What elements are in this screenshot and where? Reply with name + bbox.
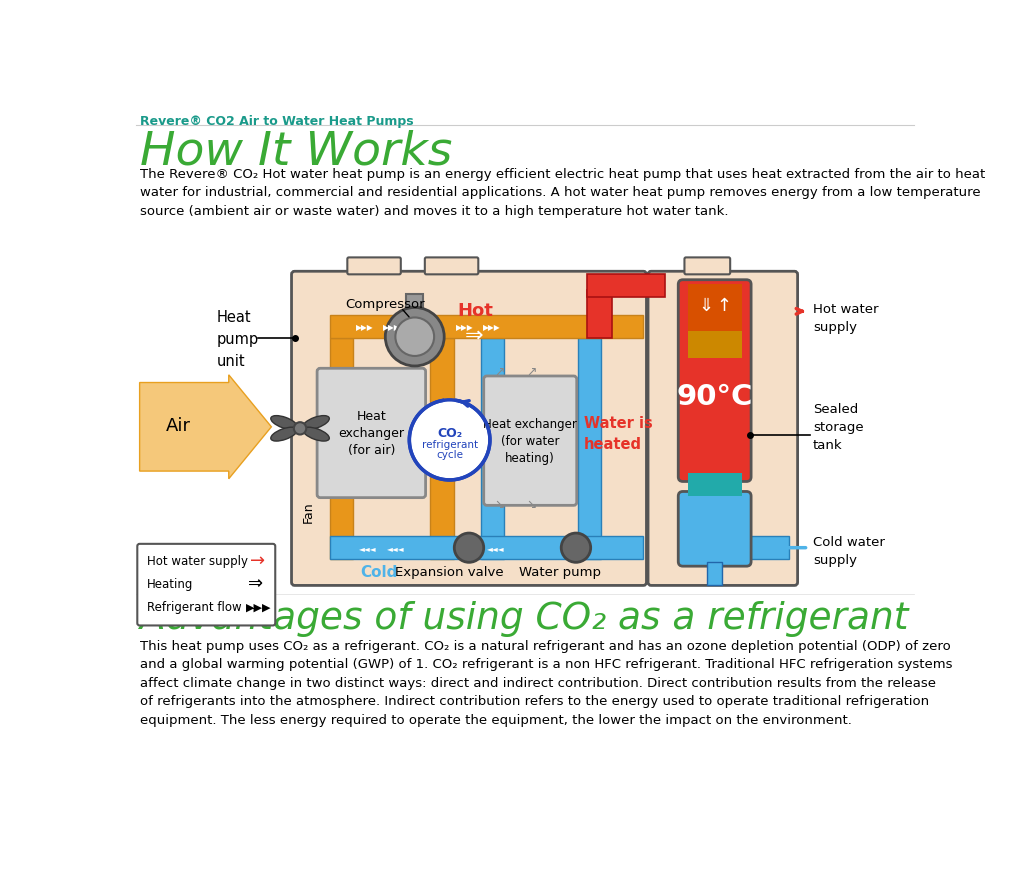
Text: Sealed
storage
tank: Sealed storage tank	[813, 403, 863, 452]
Text: How It Works: How It Works	[139, 129, 452, 174]
Text: ▶▶▶: ▶▶▶	[355, 322, 373, 332]
Text: Hot water supply: Hot water supply	[146, 554, 248, 567]
Text: The Revere® CO₂ Hot water heat pump is an energy efficient electric heat pump th: The Revere® CO₂ Hot water heat pump is a…	[139, 168, 985, 217]
Circle shape	[410, 401, 489, 481]
Text: Water is
heated: Water is heated	[584, 415, 652, 451]
Ellipse shape	[303, 428, 330, 441]
Text: ↑: ↑	[717, 297, 731, 315]
Bar	[587, 290, 611, 339]
Text: Refrigerant flow: Refrigerant flow	[146, 600, 242, 613]
Text: Water pump: Water pump	[519, 566, 601, 579]
Ellipse shape	[270, 416, 297, 430]
Bar	[330, 315, 643, 339]
Bar	[746, 536, 790, 560]
Text: Heat exchanger
(for water
heating): Heat exchanger (for water heating)	[483, 418, 578, 465]
FancyBboxPatch shape	[425, 258, 478, 275]
Text: This heat pump uses CO₂ as a refrigerant. CO₂ is a natural refrigerant and has a: This heat pump uses CO₂ as a refrigerant…	[139, 639, 952, 726]
Text: Advantages of using CO₂ as a refrigerant: Advantages of using CO₂ as a refrigerant	[139, 600, 908, 636]
Text: ◄◄◄: ◄◄◄	[460, 544, 478, 553]
Text: ⇒: ⇒	[465, 325, 483, 345]
Text: Air: Air	[166, 417, 190, 434]
Bar	[587, 275, 665, 298]
Bar	[407, 295, 423, 308]
Bar	[480, 339, 504, 560]
Text: Heat
pump
unit: Heat pump unit	[217, 309, 259, 368]
Circle shape	[561, 534, 591, 562]
Circle shape	[385, 308, 444, 367]
Text: cycle: cycle	[436, 449, 463, 459]
Text: Cold water
supply: Cold water supply	[813, 535, 885, 566]
Bar	[687, 331, 741, 358]
Text: refrigerant: refrigerant	[422, 439, 477, 449]
Ellipse shape	[270, 428, 297, 441]
Text: Heating: Heating	[146, 577, 193, 590]
Text: Cold: Cold	[360, 564, 398, 580]
Bar	[578, 339, 601, 560]
Text: ⇒: ⇒	[248, 574, 263, 593]
Bar	[330, 536, 643, 560]
Bar	[687, 285, 741, 331]
Text: ⇓: ⇓	[697, 297, 713, 315]
FancyArrow shape	[139, 375, 271, 479]
Text: ▶▶▶: ▶▶▶	[383, 322, 400, 332]
FancyBboxPatch shape	[483, 376, 577, 506]
Bar	[430, 339, 454, 560]
Text: CO₂: CO₂	[437, 426, 462, 439]
Circle shape	[395, 318, 434, 356]
Text: ▶▶▶: ▶▶▶	[483, 322, 501, 332]
Text: Heat
exchanger
(for air): Heat exchanger (for air)	[338, 410, 404, 457]
Text: ▶▶▶: ▶▶▶	[457, 322, 474, 332]
FancyBboxPatch shape	[292, 272, 646, 586]
Text: ↗: ↗	[494, 366, 505, 378]
Bar	[707, 562, 722, 585]
Text: Hot: Hot	[458, 302, 494, 320]
Text: ◄◄◄: ◄◄◄	[359, 544, 377, 553]
FancyBboxPatch shape	[317, 368, 426, 498]
Text: Hot water
supply: Hot water supply	[813, 302, 879, 334]
Text: 90°C: 90°C	[677, 382, 753, 410]
FancyBboxPatch shape	[678, 281, 751, 482]
Circle shape	[294, 422, 306, 435]
FancyBboxPatch shape	[678, 492, 751, 567]
Text: ↘: ↘	[494, 498, 505, 511]
Bar	[687, 474, 741, 496]
Text: Revere® CO2 Air to Water Heat Pumps: Revere® CO2 Air to Water Heat Pumps	[139, 115, 414, 128]
FancyBboxPatch shape	[347, 258, 400, 275]
FancyBboxPatch shape	[137, 544, 275, 626]
Text: ↗: ↗	[525, 366, 537, 378]
Text: ◄◄◄: ◄◄◄	[487, 544, 505, 553]
Text: ◄◄◄: ◄◄◄	[387, 544, 404, 553]
Text: →: →	[251, 551, 265, 569]
Text: Expansion valve: Expansion valve	[395, 566, 504, 579]
Text: Fan: Fan	[301, 501, 314, 523]
FancyBboxPatch shape	[648, 272, 798, 586]
Text: Compressor: Compressor	[345, 298, 425, 311]
Text: ↘: ↘	[525, 498, 537, 511]
Bar	[330, 339, 352, 560]
Text: ▶▶▶: ▶▶▶	[246, 601, 271, 612]
Circle shape	[455, 534, 483, 562]
Ellipse shape	[303, 416, 330, 430]
FancyBboxPatch shape	[684, 258, 730, 275]
